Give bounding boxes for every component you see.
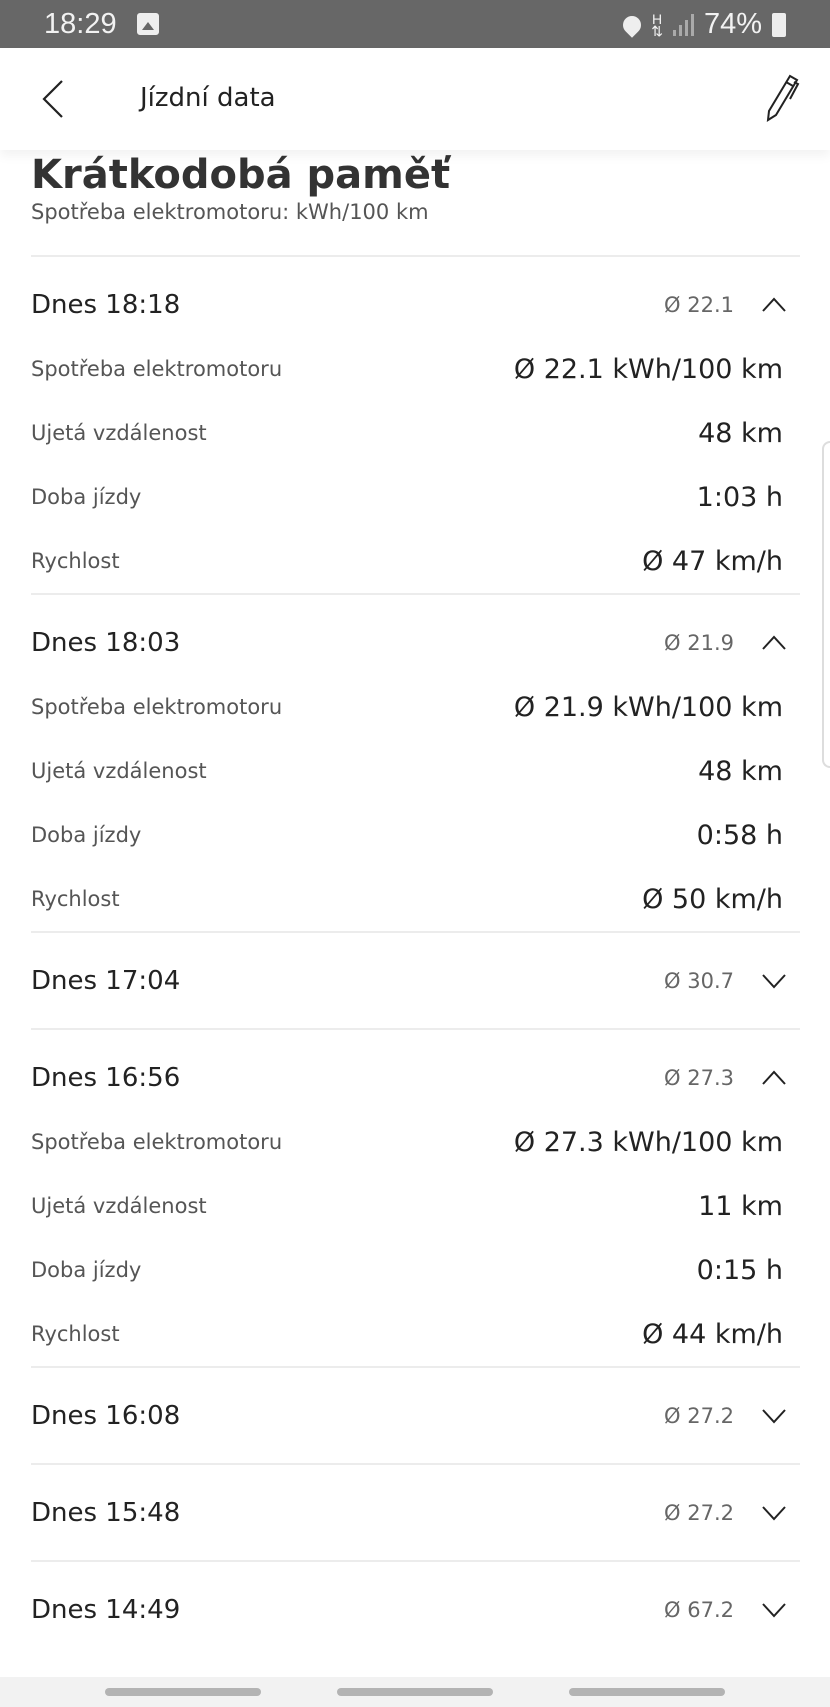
nav-back-button[interactable] — [569, 1688, 725, 1696]
trip-entry: Dnes 18:03 Ø 21.9 Spotřeba elektromotoru… — [31, 593, 800, 931]
trip-entry-header[interactable]: Dnes 18:18 Ø 22.1 — [31, 257, 800, 352]
trip-average: Ø 27.2 — [664, 1500, 734, 1525]
network-type-icon: H ⇅ — [651, 10, 663, 39]
detail-row: Doba jízdy 0:58 h — [31, 803, 800, 867]
gallery-notification-icon — [137, 13, 159, 35]
chevron-down-icon[interactable] — [760, 1406, 788, 1426]
trip-entry-header[interactable]: Dnes 14:49 Ø 67.2 — [31, 1562, 800, 1657]
scrollbar[interactable] — [822, 441, 830, 768]
trip-entry-header[interactable]: Dnes 18:03 Ø 21.9 — [31, 595, 800, 690]
detail-row: Rychlost Ø 44 km/h — [31, 1302, 800, 1366]
trip-average: Ø 67.2 — [664, 1597, 734, 1622]
trip-date: Dnes 15:48 — [31, 1497, 181, 1528]
trip-entry: Dnes 14:49 Ø 67.2 — [31, 1560, 800, 1657]
trip-entry-header[interactable]: Dnes 16:56 Ø 27.3 — [31, 1030, 800, 1125]
trip-average: Ø 21.9 — [664, 630, 734, 655]
trip-entry-header[interactable]: Dnes 16:08 Ø 27.2 — [31, 1368, 800, 1463]
detail-label: Ujetá vzdálenost — [31, 759, 207, 783]
trip-entry: Dnes 16:08 Ø 27.2 — [31, 1366, 800, 1463]
trip-average: Ø 27.2 — [664, 1403, 734, 1428]
nav-home-button[interactable] — [337, 1688, 493, 1696]
status-time: 18:29 — [44, 8, 117, 40]
detail-value: 1:03 h — [696, 481, 783, 513]
trip-date: Dnes 18:18 — [31, 289, 181, 320]
section-subtitle: Spotřeba elektromotoru: kWh/100 km — [31, 200, 429, 224]
detail-row: Spotřeba elektromotoru Ø 22.1 kWh/100 km — [31, 337, 800, 401]
detail-row: Ujetá vzdálenost 11 km — [31, 1174, 800, 1238]
detail-row: Doba jízdy 0:15 h — [31, 1238, 800, 1302]
detail-value: Ø 47 km/h — [642, 545, 783, 577]
trip-entry: Dnes 17:04 Ø 30.7 — [31, 931, 800, 1028]
detail-value: 0:15 h — [696, 1254, 783, 1286]
trip-date: Dnes 16:08 — [31, 1400, 181, 1431]
detail-value: Ø 22.1 kWh/100 km — [513, 353, 783, 385]
detail-value: 48 km — [698, 417, 783, 449]
page-title: Jízdní data — [140, 83, 276, 113]
detail-label: Rychlost — [31, 887, 120, 911]
trip-date: Dnes 16:56 — [31, 1062, 181, 1093]
detail-label: Spotřeba elektromotoru — [31, 695, 283, 719]
detail-label: Ujetá vzdálenost — [31, 1194, 207, 1218]
detail-row: Spotřeba elektromotoru Ø 27.3 kWh/100 km — [31, 1110, 800, 1174]
detail-label: Ujetá vzdálenost — [31, 421, 207, 445]
trip-average: Ø 30.7 — [664, 968, 734, 993]
detail-value: Ø 27.3 kWh/100 km — [513, 1126, 783, 1158]
trip-list: Dnes 18:18 Ø 22.1 Spotřeba elektromotoru… — [31, 255, 800, 1657]
trip-entry-header[interactable]: Dnes 17:04 Ø 30.7 — [31, 933, 800, 1028]
battery-percent: 74% — [703, 8, 762, 40]
detail-row: Rychlost Ø 50 km/h — [31, 867, 800, 931]
detail-row: Ujetá vzdálenost 48 km — [31, 401, 800, 465]
trip-date: Dnes 17:04 — [31, 965, 181, 996]
detail-label: Doba jízdy — [31, 823, 142, 847]
detail-label: Rychlost — [31, 1322, 120, 1346]
detail-row: Spotřeba elektromotoru Ø 21.9 kWh/100 km — [31, 675, 800, 739]
trip-date: Dnes 14:49 — [31, 1594, 181, 1625]
chevron-up-icon[interactable] — [760, 1068, 788, 1088]
detail-value: Ø 21.9 kWh/100 km — [513, 691, 783, 723]
chevron-down-icon[interactable] — [760, 1600, 788, 1620]
detail-value: 0:58 h — [696, 819, 783, 851]
detail-value: Ø 44 km/h — [642, 1318, 783, 1350]
trip-details: Spotřeba elektromotoru Ø 27.3 kWh/100 km… — [31, 1110, 800, 1366]
trip-details: Spotřeba elektromotoru Ø 22.1 kWh/100 km… — [31, 337, 800, 593]
chevron-down-icon[interactable] — [760, 1503, 788, 1523]
detail-value: 48 km — [698, 755, 783, 787]
location-icon — [619, 11, 645, 38]
detail-label: Rychlost — [31, 549, 120, 573]
trip-entry: Dnes 16:56 Ø 27.3 Spotřeba elektromotoru… — [31, 1028, 800, 1366]
detail-value: 11 km — [698, 1190, 783, 1222]
trip-average: Ø 27.3 — [664, 1065, 734, 1090]
detail-row: Doba jízdy 1:03 h — [31, 465, 800, 529]
trip-average: Ø 22.1 — [664, 292, 734, 317]
detail-label: Spotřeba elektromotoru — [31, 357, 283, 381]
back-button[interactable] — [40, 79, 70, 119]
trip-entry: Dnes 15:48 Ø 27.2 — [31, 1463, 800, 1560]
pencil-icon[interactable] — [764, 73, 800, 123]
navigation-bar — [0, 1677, 830, 1707]
detail-label: Spotřeba elektromotoru — [31, 1130, 283, 1154]
trip-details: Spotřeba elektromotoru Ø 21.9 kWh/100 km… — [31, 675, 800, 931]
detail-label: Doba jízdy — [31, 485, 142, 509]
app-header: Jízdní data — [0, 48, 830, 150]
chevron-down-icon[interactable] — [760, 971, 788, 991]
nav-recent-button[interactable] — [105, 1688, 261, 1696]
chevron-up-icon[interactable] — [760, 295, 788, 315]
section-title: Krátkodobá paměť — [31, 152, 451, 198]
detail-row: Ujetá vzdálenost 48 km — [31, 739, 800, 803]
chevron-up-icon[interactable] — [760, 633, 788, 653]
status-bar: 18:29 H ⇅ 74% — [0, 0, 830, 48]
detail-label: Doba jízdy — [31, 1258, 142, 1282]
trip-entry: Dnes 18:18 Ø 22.1 Spotřeba elektromotoru… — [31, 255, 800, 593]
battery-icon — [772, 12, 786, 37]
detail-row: Rychlost Ø 47 km/h — [31, 529, 800, 593]
trip-entry-header[interactable]: Dnes 15:48 Ø 27.2 — [31, 1465, 800, 1560]
trip-date: Dnes 18:03 — [31, 627, 181, 658]
signal-icon — [672, 13, 694, 36]
detail-value: Ø 50 km/h — [642, 883, 783, 915]
